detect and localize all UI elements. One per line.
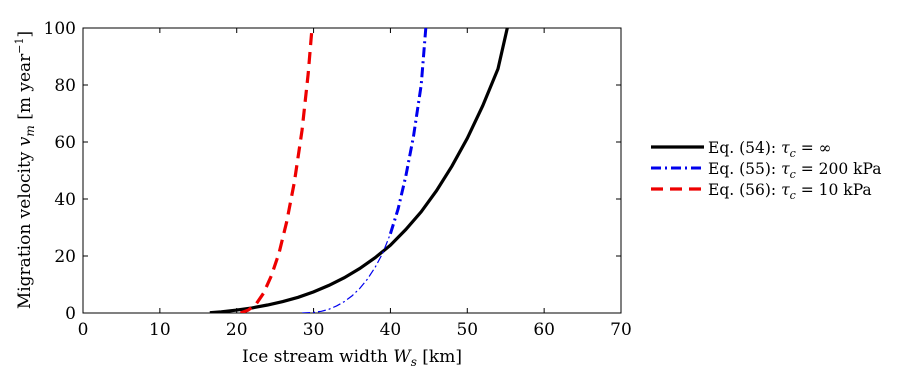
y-axis-label-unit-post: ] [15, 31, 35, 38]
y-tick-label: 100 [44, 19, 76, 39]
legend-label-part: τ [781, 139, 790, 157]
legend-label-part: c [790, 189, 796, 202]
legend-label-part: = 200 kPa [796, 160, 882, 178]
series-eq55-line [388, 27, 428, 235]
series-eq56-line [240, 27, 314, 313]
y-axis-label-sub: m [23, 125, 37, 136]
y-axis-label: Migration velocity vm [m year−1] [13, 31, 37, 309]
x-axis-label-sub: s [411, 355, 417, 369]
y-axis-label-unit-sup: −1 [13, 37, 26, 53]
axes-frame [82, 27, 622, 314]
legend-label: Eq. (54): τc = ∞ [708, 139, 832, 160]
y-tick-label: 40 [54, 190, 76, 210]
x-tick-label: 60 [533, 320, 555, 340]
x-tick-label: 40 [380, 320, 402, 340]
x-axis-label: Ice stream width Ws [km] [242, 347, 462, 369]
legend-label: Eq. (56): τc = 10 kPa [708, 181, 872, 202]
x-tick-label: 10 [149, 320, 171, 340]
legend-label-part: τ [781, 181, 790, 199]
x-tick-label: 0 [78, 320, 89, 340]
x-axis-label-text: Ice stream width [242, 347, 393, 367]
y-tick-label: 80 [54, 76, 76, 96]
y-tick-label: 20 [54, 247, 76, 267]
y-axis-label-unit-pre: [m year [15, 53, 35, 125]
series-eq55-line-lower [301, 233, 391, 313]
x-tick-label: 50 [456, 320, 478, 340]
legend-item-eq55: Eq. (55): τc = 200 kPa [651, 160, 882, 181]
series-eq54-line [209, 27, 509, 313]
legend-label-part: Eq. (54): [708, 139, 781, 157]
x-tick-label: 20 [226, 320, 248, 340]
legend-label-part: = ∞ [796, 139, 832, 157]
legend-label-part: c [790, 168, 796, 181]
x-tick-label: 70 [610, 320, 632, 340]
plot-area: 0 10 20 30 40 50 60 70 0 20 40 60 80 100 [44, 19, 632, 340]
legend-label-part: Eq. (56): [708, 181, 781, 199]
legend-label-part: τ [781, 160, 790, 178]
y-axis-label-math: v [15, 136, 35, 146]
x-axis-label-unit: [km] [417, 347, 462, 367]
x-axis-label-math: W [393, 347, 412, 367]
x-tick-label: 30 [303, 320, 325, 340]
y-tick-label: 60 [54, 133, 76, 153]
legend-label-part: Eq. (55): [708, 160, 781, 178]
legend-item-eq56: Eq. (56): τc = 10 kPa [651, 181, 872, 202]
y-tick-label: 0 [65, 304, 76, 324]
y-axis-label-text: Migration velocity [15, 146, 35, 309]
legend-item-eq54: Eq. (54): τc = ∞ [651, 139, 832, 160]
legend: Eq. (54): τc = ∞Eq. (55): τc = 200 kPaEq… [651, 139, 882, 202]
legend-label-part: c [790, 147, 796, 160]
legend-label: Eq. (55): τc = 200 kPa [708, 160, 882, 181]
legend-label-part: = 10 kPa [796, 181, 872, 199]
